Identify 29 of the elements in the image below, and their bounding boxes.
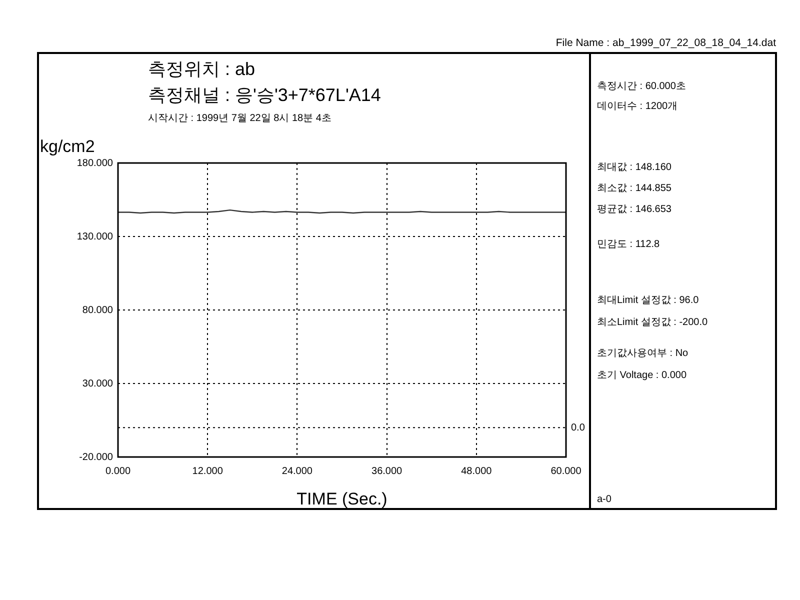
text: 초기 Voltage : 0.000 (597, 370, 687, 381)
text: 민감도 : 112.8 (597, 239, 660, 250)
chart-title: 측정위치 : ab (148, 59, 256, 80)
text: a-0 (597, 494, 612, 505)
text: 최소Limit 설정값 : -200.0 (597, 317, 708, 328)
text: 최대Limit 설정값 : 96.0 (597, 295, 699, 306)
y-tick-label: 180.000 (76, 158, 114, 169)
text: 최대값 : 148.160 (597, 162, 672, 173)
x-tick-label: 36.000 (372, 466, 403, 477)
x-tick-label: 0.000 (105, 466, 131, 477)
text: 초기값사용여부 : No (597, 348, 688, 359)
x-tick-label: 12.000 (192, 466, 224, 477)
text: 최소값 : 144.855 (597, 183, 672, 194)
text: 데이터수 : 1200개 (597, 101, 678, 112)
x-axis-title: TIME (Sec.) (296, 489, 388, 508)
y-tick-label: 130.000 (76, 231, 114, 242)
chart-subtitle: 측정채널 : 응'승'3+7*67L'A14 (148, 85, 381, 106)
y-tick-label: -20.000 (79, 452, 114, 463)
y-tick-label: 80.000 (82, 304, 114, 316)
text: File Name : ab_1999_07_22_08_18_04_14.dat (556, 37, 776, 50)
x-tick-label: 60.000 (550, 466, 582, 477)
y-tick-label: 30.000 (82, 378, 114, 390)
y-axis-title: kg/cm2 (40, 137, 95, 157)
x-tick-label: 24.000 (282, 466, 313, 477)
text: 평균값 : 146.653 (597, 204, 672, 215)
text: 측정시간 : 60.000초 (597, 81, 686, 92)
x-tick-label: 48.000 (461, 466, 492, 477)
ref-line-label: 0.0 (571, 422, 586, 434)
text: 시작시간 : 1999년 7월 22일 8시 18분 4초 (148, 113, 332, 124)
